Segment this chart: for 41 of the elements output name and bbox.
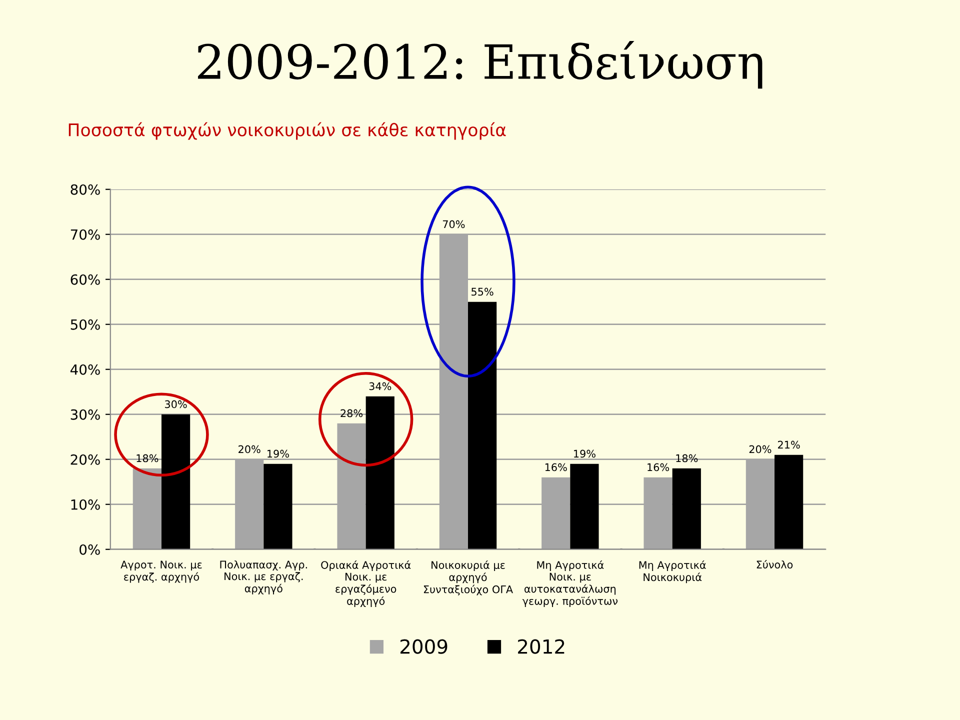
x-tick-label: Νοικοκυριά με αρχηγό Συνταξιούχο ΟΓΑ [424,560,513,596]
legend-label: 2012 [518,639,564,654]
bar [366,396,394,550]
data-label: 16% [545,463,567,472]
x-tick-label: Σύνολο [756,560,793,569]
y-tick-label: 30% [70,409,100,420]
x-tick-label: Μη Αγροτικά Νοικ. με αυτοκατανάλωση γεωργ. προϊόντων [522,560,618,607]
data-label: 30% [165,400,187,408]
y-tick-label: 20% [70,454,100,465]
bar [774,454,804,550]
bar [264,464,292,550]
data-label: 16% [648,463,670,472]
data-label: 20% [238,445,260,454]
x-tick-label: Πολυαπασχ. Αγρ. Νοικ. με εργαζ. αρχηγό [220,560,307,594]
data-label: 18% [676,454,698,462]
chart-subtitle: Ποσοστά φτωχών νοικοκυριών σε κάθε κατηγορία [68,122,506,140]
bar [161,414,190,550]
x-tick-label: Μη Αγροτικά Νοικοκυριά [639,560,706,584]
y-tick-label: 40% [70,364,100,375]
y-tick-label: 80% [70,184,100,195]
y-tick-label: 0% [80,544,100,555]
y-tick-label: 50% [70,319,100,330]
legend-label: 2009 [400,639,448,654]
chart-title: 2009-2012: Επιδείνωση [198,41,762,89]
data-label: 19% [268,450,289,458]
data-label: 28% [340,409,363,418]
x-tick-label: Οριακά Αγροτικά Νοικ. με εργαζόμενο αρχηγό [321,560,411,607]
data-label: 20% [749,445,772,454]
y-tick-label: 60% [70,274,100,285]
y-tick-label: 70% [70,229,100,240]
bar [570,464,599,550]
data-label: 55% [472,288,494,296]
bar [468,302,497,550]
data-label: 19% [574,450,596,458]
data-label: 21% [778,440,800,449]
y-tick-label: 10% [71,499,100,510]
data-label: 18% [136,454,158,462]
data-label: 34% [369,382,392,390]
bar [672,468,701,550]
data-label: 70% [442,220,465,228]
x-tick-label: Αγροτ. Νοικ. με εργαζ. αρχηγό [120,560,202,583]
